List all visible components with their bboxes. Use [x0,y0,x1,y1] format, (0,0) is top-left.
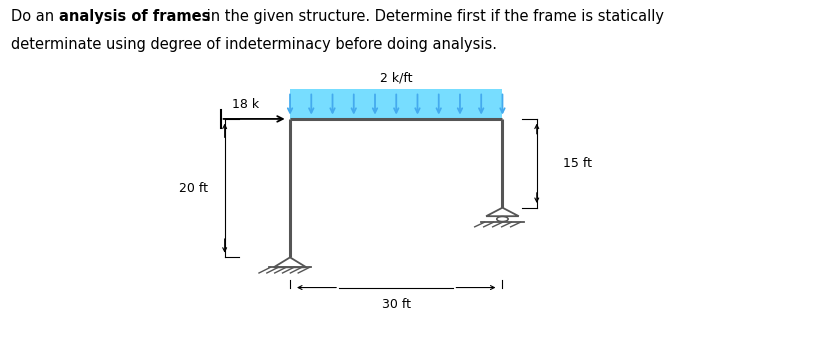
Polygon shape [274,257,306,267]
Text: 18 k: 18 k [231,98,259,111]
Text: 2 k/ft: 2 k/ft [380,71,413,84]
Polygon shape [486,208,519,216]
Text: analysis of frames: analysis of frames [59,9,210,24]
Text: 15 ft: 15 ft [563,157,592,170]
Bar [290,89,502,119]
Text: in the given structure. Determine first if the frame is statically: in the given structure. Determine first … [202,9,663,24]
Text: 20 ft: 20 ft [179,182,208,195]
Circle shape [497,217,508,222]
Text: determinate using degree of indeterminacy before doing analysis.: determinate using degree of indeterminac… [11,37,497,52]
Text: 30 ft: 30 ft [382,298,411,311]
Text: Do an: Do an [11,9,58,24]
